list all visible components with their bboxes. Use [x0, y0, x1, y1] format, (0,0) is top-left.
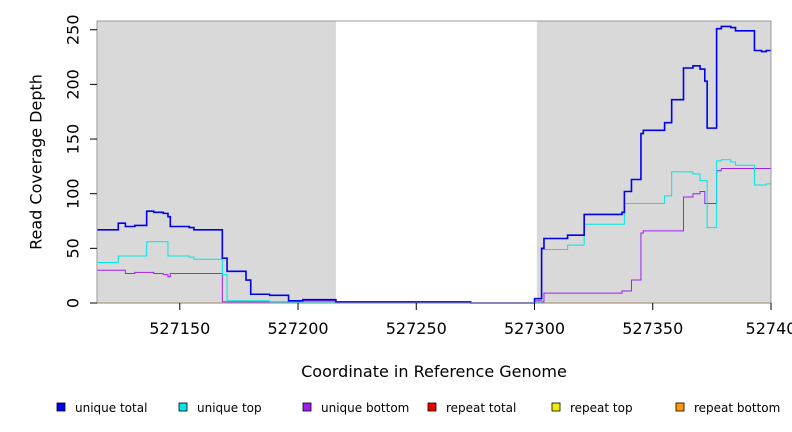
legend-swatch — [675, 402, 685, 412]
series-line-unique-bottom — [97, 168, 771, 304]
shaded-regions — [97, 21, 771, 303]
x-tick-label: 527300 — [504, 319, 565, 338]
y-tick-label: 50 — [64, 238, 83, 258]
legend-swatch — [56, 402, 66, 412]
y-tick-label: 200 — [64, 69, 83, 100]
legend-item-repeat-top: repeat top — [551, 401, 633, 415]
legend-swatch — [551, 402, 561, 412]
x-axis-title: Coordinate in Reference Genome — [301, 362, 567, 381]
legend-label: repeat total — [446, 401, 516, 415]
legend-swatch — [302, 402, 312, 412]
x-tick-label: 527350 — [622, 319, 683, 338]
legend-item-unique-total: unique total — [56, 401, 147, 415]
legend-label: repeat bottom — [694, 401, 780, 415]
legend-item-unique-bottom: unique bottom — [302, 401, 409, 415]
x-tick-label: 527200 — [267, 319, 328, 338]
y-tick-label: 150 — [64, 124, 83, 155]
legend-label: unique top — [197, 401, 262, 415]
y-tick-label: 0 — [64, 298, 83, 308]
legend-label: unique bottom — [321, 401, 409, 415]
legend-item-repeat-total: repeat total — [427, 401, 516, 415]
plot-frame — [96, 20, 772, 304]
x-axis: 527150 527200 527250 527300 527350 52740 — [149, 303, 792, 338]
legend: unique total unique top unique bottom repea… — [56, 401, 780, 415]
legend-item-unique-top: unique top — [178, 401, 262, 415]
x-tick-label: 527250 — [386, 319, 447, 338]
y-axis-title: Read Coverage Depth — [27, 74, 46, 250]
legend-label: repeat top — [570, 401, 633, 415]
y-tick-label: 250 — [64, 14, 83, 45]
series-line-unique-total — [97, 25, 771, 304]
y-axis: 0 50 100 150 200 250 — [64, 14, 97, 308]
x-tick-label: 527150 — [149, 319, 210, 338]
legend-item-repeat-bottom: repeat bottom — [675, 401, 780, 415]
legend-swatch — [427, 402, 437, 412]
shaded-region-0 — [97, 21, 336, 303]
legend-swatch — [178, 402, 188, 412]
legend-label: unique total — [75, 401, 147, 415]
y-tick-label: 100 — [64, 178, 83, 209]
x-tick-label: 52740 — [746, 319, 792, 338]
